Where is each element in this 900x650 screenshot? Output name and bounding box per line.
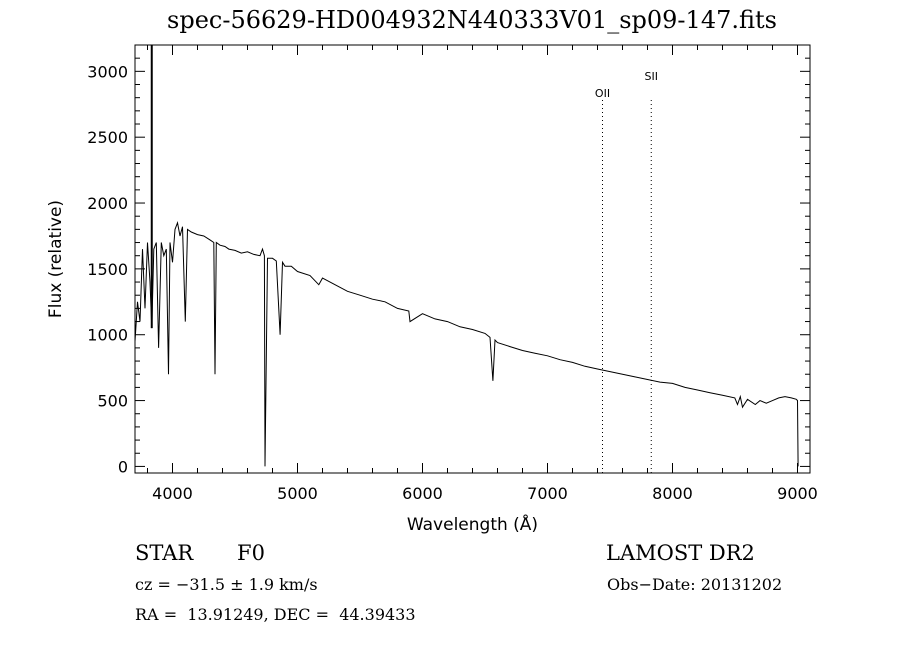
- y-tick-label: 1000: [87, 326, 128, 345]
- x-tick-label: 4000: [152, 484, 193, 503]
- spectral-subclass: F0: [237, 541, 265, 565]
- x-axis-label: Wavelength (Å): [407, 513, 538, 535]
- y-tick-label: 2000: [87, 194, 128, 213]
- obs-date: Obs−Date: 20131202: [607, 575, 783, 594]
- chart-title: spec-56629-HD004932N440333V01_sp09-147.f…: [167, 6, 777, 34]
- coordinates: RA = 13.91249, DEC = 44.39433: [135, 605, 416, 624]
- y-tick-label: 0: [118, 457, 128, 476]
- redshift-readout: cz = −31.5 ± 1.9 km/s: [135, 575, 318, 594]
- line-marker-label: OII: [595, 87, 610, 100]
- survey-name: LAMOST DR2: [606, 541, 755, 565]
- x-tick-label: 8000: [652, 484, 693, 503]
- y-axis-label: Flux (relative): [46, 200, 66, 318]
- x-tick-label: 7000: [527, 484, 568, 503]
- x-tick-label: 6000: [402, 484, 443, 503]
- plot-frame: [134, 44, 811, 474]
- spectrum-line-0: [134, 220, 799, 467]
- line-marker-label: SII: [645, 70, 658, 83]
- object-type: STAR: [135, 541, 194, 565]
- x-tick-label: 9000: [777, 484, 818, 503]
- x-tick-label: 5000: [277, 484, 318, 503]
- y-tick-label: 500: [97, 392, 128, 411]
- y-tick-label: 2500: [87, 128, 128, 147]
- y-tick-label: 3000: [87, 62, 128, 81]
- y-tick-label: 1500: [87, 260, 128, 279]
